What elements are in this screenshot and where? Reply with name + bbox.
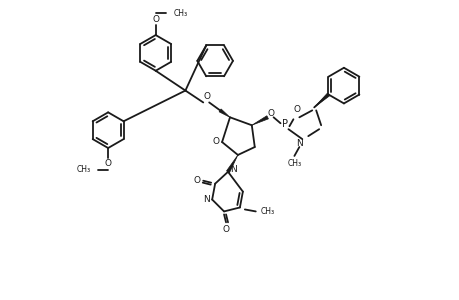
Polygon shape (251, 116, 268, 125)
Text: O: O (267, 109, 274, 118)
Text: O: O (293, 105, 300, 114)
Text: N: N (230, 165, 237, 174)
Polygon shape (218, 109, 230, 117)
Text: P: P (282, 119, 288, 129)
Text: CH₃: CH₃ (173, 9, 187, 18)
Text: O: O (193, 176, 201, 185)
Polygon shape (313, 93, 329, 107)
Text: O: O (203, 92, 210, 101)
Text: CH₃: CH₃ (76, 165, 90, 174)
Text: O: O (152, 15, 159, 24)
Text: O: O (212, 136, 219, 146)
Text: CH₃: CH₃ (260, 207, 274, 216)
Text: O: O (222, 225, 229, 234)
Text: CH₃: CH₃ (287, 159, 301, 168)
Text: N: N (295, 139, 302, 148)
Text: O: O (104, 159, 112, 168)
Polygon shape (226, 155, 237, 173)
Text: N: N (202, 195, 209, 204)
